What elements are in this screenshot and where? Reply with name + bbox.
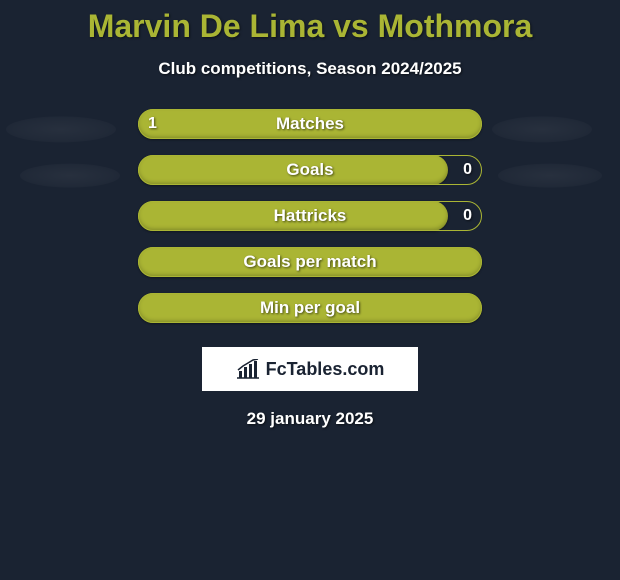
stat-row: 0Hattricks (0, 201, 620, 247)
bar-fill (138, 155, 448, 185)
bar-fill (138, 293, 482, 323)
stat-row: 1Matches (0, 109, 620, 155)
stat-row: Goals per match (0, 247, 620, 293)
stat-rows: 1Matches0Goals0HattricksGoals per matchM… (0, 109, 620, 339)
bar-fill (138, 109, 482, 139)
decor-ellipse-right (498, 164, 602, 188)
bar-fill (138, 247, 482, 277)
stat-row: 0Goals (0, 155, 620, 201)
bar-chart-icon (236, 359, 260, 379)
bar-fill (138, 201, 448, 231)
stat-value-right: 0 (463, 201, 472, 231)
logo-text: FcTables.com (266, 359, 385, 380)
date-label: 29 january 2025 (0, 409, 620, 429)
comparison-widget: Marvin De Lima vs Mothmora Club competit… (0, 0, 620, 580)
stat-row: Min per goal (0, 293, 620, 339)
stat-value-left: 1 (148, 109, 157, 139)
decor-ellipse-left (20, 164, 120, 188)
logo-box[interactable]: FcTables.com (202, 347, 418, 391)
stat-value-right: 0 (463, 155, 472, 185)
decor-ellipse-left (6, 116, 116, 142)
page-title: Marvin De Lima vs Mothmora (0, 0, 620, 45)
decor-ellipse-right (492, 116, 592, 142)
subtitle: Club competitions, Season 2024/2025 (0, 59, 620, 79)
